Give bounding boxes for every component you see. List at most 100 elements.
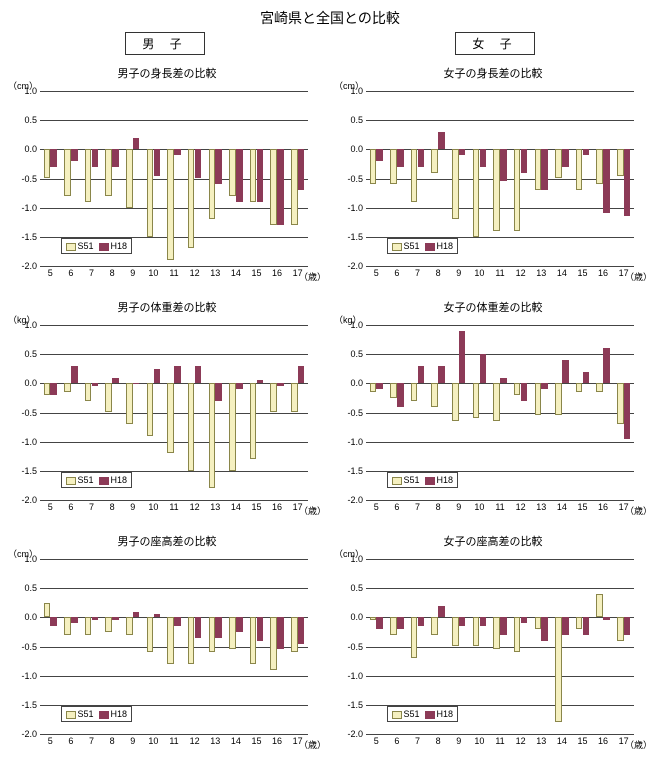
bar-s51 — [431, 617, 438, 635]
bar-s51 — [535, 383, 542, 415]
legend: S51H18 — [61, 238, 132, 254]
bar-h18 — [92, 383, 99, 386]
bar-h18 — [459, 617, 466, 626]
x-tick-label: 6 — [68, 502, 73, 512]
x-unit-label: （歳） — [299, 270, 326, 283]
x-tick-label: 8 — [110, 268, 115, 278]
x-tick-label: 10 — [474, 268, 484, 278]
x-tick-label: 11 — [495, 268, 504, 278]
gridline — [40, 266, 308, 267]
gridline — [366, 647, 634, 648]
gridline — [40, 354, 308, 355]
legend-item-s51: S51 — [392, 241, 419, 251]
y-tick-label: 1.0 — [24, 320, 37, 330]
bar-s51 — [291, 617, 298, 652]
gridline — [366, 500, 634, 501]
x-tick-label: 5 — [374, 736, 379, 746]
gender-header-row: 男 子 女 子 — [0, 32, 660, 55]
legend-item-h18: H18 — [425, 709, 453, 719]
bar-s51 — [596, 594, 603, 617]
x-tick-label: 10 — [148, 502, 158, 512]
bar-s51 — [167, 383, 174, 453]
gridline — [366, 588, 634, 589]
bar-s51 — [229, 383, 236, 471]
x-unit-label: （歳） — [299, 738, 326, 751]
x-tick-label: 16 — [598, 736, 608, 746]
gridline — [40, 120, 308, 121]
bar-h18 — [562, 149, 569, 167]
gridline — [366, 383, 634, 384]
legend-swatch-s51 — [392, 243, 402, 251]
bar-h18 — [541, 383, 548, 389]
bar-s51 — [411, 149, 418, 202]
bar-h18 — [112, 617, 119, 620]
bar-h18 — [438, 606, 445, 618]
x-tick-label: 11 — [169, 502, 178, 512]
bar-s51 — [370, 383, 377, 392]
y-tick-label: -1.5 — [21, 466, 37, 476]
bar-s51 — [105, 617, 112, 632]
gridline — [366, 676, 634, 677]
bar-h18 — [397, 617, 404, 629]
x-tick-label: 7 — [89, 268, 94, 278]
bar-h18 — [257, 617, 264, 640]
bar-h18 — [418, 617, 425, 626]
bar-s51 — [431, 383, 438, 406]
gridline — [40, 559, 308, 560]
bar-s51 — [270, 617, 277, 670]
bar-h18 — [500, 149, 507, 181]
chart-title: 女子の身長差の比較 — [334, 65, 652, 81]
x-tick-label: 16 — [598, 502, 608, 512]
plot-area: 1.00.50.0-0.5-1.0-1.5-2.0567891011121314… — [40, 91, 308, 267]
bar-h18 — [174, 366, 181, 384]
plot-area: 1.00.50.0-0.5-1.0-1.5-2.0567891011121314… — [40, 559, 308, 735]
male-label-box: 男 子 — [125, 32, 204, 55]
bar-h18 — [92, 617, 99, 620]
bar-h18 — [236, 149, 243, 202]
x-unit-label: （歳） — [299, 504, 326, 517]
y-tick-label: 0.0 — [24, 378, 37, 388]
legend-swatch-s51 — [66, 477, 76, 485]
bar-h18 — [154, 614, 161, 617]
bar-h18 — [521, 149, 528, 172]
bar-s51 — [85, 617, 92, 635]
bar-s51 — [617, 149, 624, 175]
bar-s51 — [452, 149, 459, 219]
legend-item-s51: S51 — [392, 475, 419, 485]
y-tick-label: -1.0 — [21, 437, 37, 447]
legend-swatch-h18 — [99, 711, 109, 719]
bar-h18 — [112, 149, 119, 167]
x-tick-label: 7 — [415, 736, 420, 746]
y-tick-label: -1.0 — [347, 203, 363, 213]
legend-item-h18: H18 — [99, 475, 127, 485]
bar-h18 — [195, 366, 202, 384]
bar-s51 — [44, 149, 51, 178]
bar-h18 — [376, 617, 383, 629]
y-tick-label: -2.0 — [21, 729, 37, 739]
bar-h18 — [215, 383, 222, 401]
y-tick-label: -1.0 — [21, 671, 37, 681]
y-tick-label: 1.0 — [350, 86, 363, 96]
gridline — [366, 354, 634, 355]
bar-h18 — [603, 617, 610, 620]
gridline — [366, 413, 634, 414]
bar-s51 — [126, 617, 133, 635]
bar-h18 — [583, 617, 590, 635]
bar-h18 — [298, 149, 305, 190]
gridline — [366, 120, 634, 121]
y-tick-label: 0.5 — [24, 349, 37, 359]
bar-s51 — [250, 617, 257, 664]
bar-s51 — [452, 383, 459, 421]
x-tick-label: 5 — [48, 268, 53, 278]
x-tick-label: 16 — [272, 502, 282, 512]
legend: S51H18 — [61, 706, 132, 722]
bar-h18 — [500, 617, 507, 635]
legend: S51H18 — [61, 472, 132, 488]
x-tick-label: 11 — [169, 268, 178, 278]
bar-h18 — [257, 149, 264, 202]
x-tick-label: 8 — [110, 736, 115, 746]
y-tick-label: -0.5 — [347, 174, 363, 184]
bar-h18 — [397, 383, 404, 406]
bar-s51 — [147, 383, 154, 436]
bar-s51 — [411, 383, 418, 401]
